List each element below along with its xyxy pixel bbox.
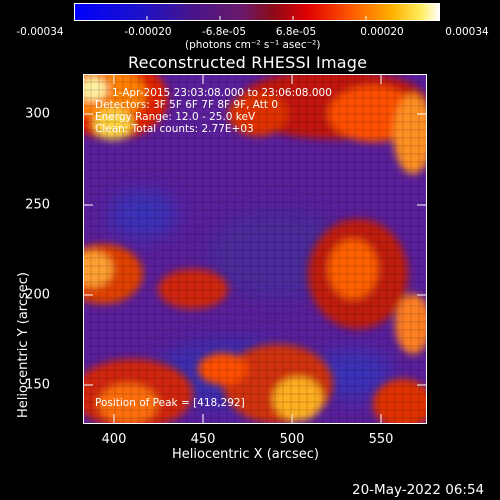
y-tick-label: 150 <box>25 377 50 393</box>
y-tick-label: 300 <box>25 106 50 122</box>
colorbar <box>74 3 440 21</box>
colorbar-tick-label: 6.8e-05 <box>275 26 317 38</box>
footer-date: 20-May-2022 06:54 <box>352 482 485 498</box>
colorbar-tick-label: -0.00020 <box>124 26 172 38</box>
heatmap <box>83 74 427 424</box>
x-tick-label: 400 <box>101 432 127 447</box>
info-peak: Position of Peak = [418,292] <box>95 397 245 409</box>
y-tick-label: 250 <box>25 197 50 213</box>
x-tick-label: 500 <box>279 432 305 447</box>
x-axis-label: Heliocentric X (arcsec) <box>172 447 319 462</box>
info-detectors: Detectors: 3F 5F 6F 7F 8F 9F, Att 0 <box>95 99 279 111</box>
chart-title: Reconstructed RHESSI Image <box>128 53 368 72</box>
colorbar-tick-label: -0.00034 <box>16 26 64 38</box>
y-axis-label: Heliocentric Y (arcsec) <box>16 272 31 418</box>
colorbar-units: (photons cm⁻² s⁻¹ asec⁻²) <box>185 39 321 51</box>
y-tick-label: 200 <box>25 287 50 303</box>
colorbar-tick-label: -6.8e-05 <box>201 26 247 38</box>
x-tick-label: 450 <box>190 432 216 447</box>
colorbar-tick-label: 0.00034 <box>445 26 489 38</box>
info-energy: Energy Range: 12.0 - 25.0 keV <box>95 111 256 123</box>
x-tick-label: 550 <box>368 432 394 447</box>
colorbar-tick-label: 0.00020 <box>360 26 404 38</box>
info-time: 1-Apr-2015 23:03:08.000 to 23:06:08.000 <box>112 87 332 99</box>
info-clean: Clean: Total counts: 2.77E+03 <box>95 123 254 135</box>
